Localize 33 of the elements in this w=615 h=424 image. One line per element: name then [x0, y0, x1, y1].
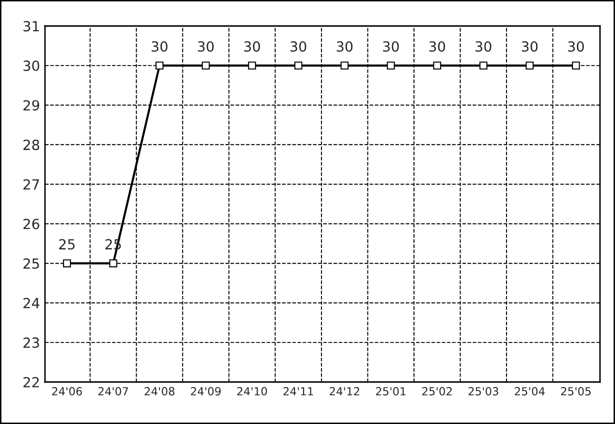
y-tick-label: 26	[23, 218, 40, 230]
data-label: 30	[383, 41, 399, 52]
data-label: 30	[429, 41, 446, 52]
y-tick-label: 30	[24, 60, 40, 72]
x-tick-label: 25'02	[422, 387, 452, 396]
x-tick-label: 25'04	[514, 387, 545, 396]
x-tick-label: 25'05	[561, 387, 591, 396]
y-tick-label: 27	[23, 179, 39, 190]
data-label: 30	[290, 41, 306, 52]
x-tick-label: 24'10	[237, 387, 267, 396]
data-label: 25	[59, 239, 75, 250]
data-label: 30	[476, 41, 492, 52]
data-label: 30	[522, 41, 538, 52]
x-tick-label: 24'12	[330, 387, 360, 396]
y-tick-label: 31	[24, 20, 39, 32]
data-label: 30	[152, 41, 168, 52]
y-tick-label: 29	[23, 100, 40, 111]
data-label: 30	[244, 41, 260, 52]
x-tick-label: 24'08	[144, 387, 174, 396]
x-tick-label: 24'09	[190, 387, 221, 396]
x-tick-label: 24'11	[283, 387, 313, 396]
y-tick-label: 22	[23, 376, 39, 388]
y-tick-label: 25	[23, 258, 39, 269]
x-tick-label: 24'07	[98, 387, 128, 396]
data-label: 30	[198, 41, 214, 52]
x-tick-label: 25'01	[376, 387, 406, 396]
y-tick-label: 23	[23, 337, 40, 348]
x-tick-label: 24'06	[52, 387, 82, 396]
y-tick-label: 28	[23, 140, 40, 150]
data-label: 30	[568, 41, 584, 52]
data-label: 30	[336, 41, 353, 52]
y-tick-label: 24	[23, 298, 40, 308]
x-tick-label: 25'03	[468, 387, 498, 396]
